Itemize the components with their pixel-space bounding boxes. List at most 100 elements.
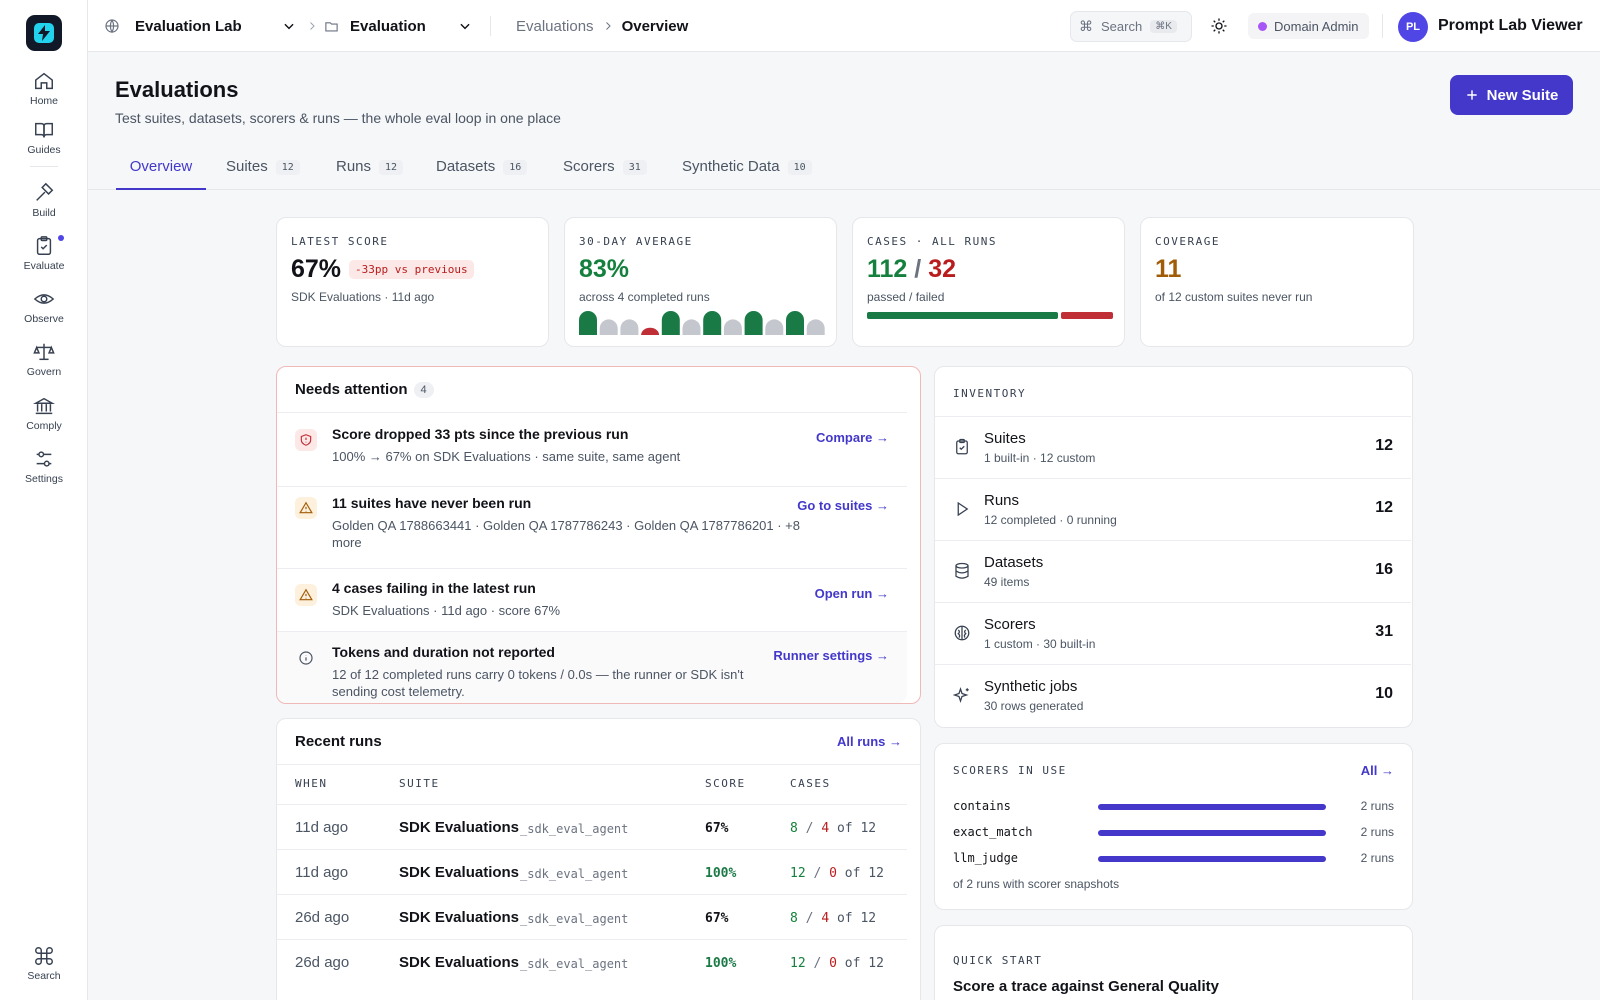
nav-govern[interactable]: Govern [0, 341, 88, 378]
tab-datasets[interactable]: Datasets 16 [436, 150, 528, 190]
project-switcher[interactable]: Evaluation [350, 0, 426, 52]
nav-divider [30, 166, 58, 167]
runner-settings-label: Runner settings [773, 648, 873, 663]
scorer-name: llm_judge [953, 851, 1019, 865]
nav-settings[interactable]: Settings [0, 448, 88, 485]
inventory-count: 31 [1375, 623, 1393, 640]
run-when: 26d ago [295, 909, 350, 926]
arrow-right-icon: → [876, 586, 889, 601]
runner-settings-link[interactable]: Runner settings → [773, 648, 889, 663]
inventory-count: 12 [1375, 437, 1393, 454]
nav-comply[interactable]: Comply [0, 395, 88, 432]
scorer-runs: 2 runs [1360, 799, 1394, 813]
kpi-avg-sub: across 4 completed runs [579, 290, 710, 304]
quick-start-label: QUICK START [953, 954, 1043, 967]
table-row[interactable]: 26d ago SDK Evaluations _sdk_eval_agent 67%… [277, 894, 907, 939]
compare-link[interactable]: Compare → [816, 430, 889, 445]
sparkline-bar [579, 311, 597, 335]
all-runs-link[interactable]: All runs → [837, 734, 902, 749]
workspace-dropdown[interactable] [282, 0, 296, 52]
sidebar: Home Guides Build Evaluate Observe Gover… [0, 0, 88, 1000]
workspace-switcher[interactable]: Evaluation Lab [135, 0, 242, 52]
scorer-usage-bar [1098, 804, 1326, 810]
run-cases: 8 / 4 of 12 [790, 821, 876, 836]
open-run-link[interactable]: Open run → [815, 586, 889, 601]
nav-observe[interactable]: Observe [0, 288, 88, 325]
nav-govern-label: Govern [26, 366, 62, 378]
run-when: 26d ago [295, 954, 350, 971]
nav-search-label: Search [27, 970, 61, 982]
table-row[interactable]: 11d ago SDK Evaluations _sdk_eval_agent 100… [277, 849, 907, 894]
avatar[interactable]: PL [1398, 12, 1428, 42]
nav-comply-label: Comply [26, 420, 62, 432]
attention-item-title: Tokens and duration not reported [332, 644, 555, 660]
nav-build-label: Build [32, 207, 56, 219]
evaluate-active-dot [58, 235, 64, 241]
inventory-row-datasets[interactable]: Datasets 49 items 16 [935, 540, 1411, 602]
project-folder [324, 0, 339, 52]
nav-evaluate[interactable]: Evaluate [0, 235, 88, 272]
role-dot [1258, 21, 1267, 31]
sun-icon [1211, 18, 1227, 34]
inventory-row-suites[interactable]: Suites 1 built-in · 12 custom 12 [935, 416, 1411, 478]
scorer-name: exact_match [953, 825, 1033, 839]
project-dropdown[interactable] [458, 0, 472, 52]
theme-toggle[interactable] [1210, 0, 1228, 52]
tab-overview[interactable]: Overview [116, 150, 206, 190]
run-agent: _sdk_eval_agent [520, 957, 629, 971]
top-bar: Evaluation Lab Evaluation Evaluations Ov… [88, 0, 1600, 52]
sparkline-bar [744, 311, 763, 335]
search-shortcut: ⌘K [1150, 20, 1177, 33]
inventory-row-synthetic-jobs[interactable]: Synthetic jobs 30 rows generated 10 [935, 664, 1411, 726]
app-logo[interactable] [26, 15, 62, 51]
quick-start-title[interactable]: Score a trace against General Quality [953, 978, 1219, 995]
scorer-usage-track [1098, 830, 1326, 836]
tab-scorers[interactable]: Scorers 31 [563, 150, 647, 190]
run-cases-failed: 0 [829, 866, 837, 881]
kpi-latest-score: LATEST SCORE 67% -33pp vs previous SDK Ev… [276, 217, 549, 347]
tab-synthetic-data[interactable]: Synthetic Data 10 [682, 150, 812, 190]
tab-suites[interactable]: Suites 12 [226, 150, 300, 190]
kpi-cases-value-row: 112 / 32 [867, 255, 956, 284]
inventory-row-runs[interactable]: Runs 12 completed · 0 running 12 [935, 478, 1411, 540]
table-row[interactable]: 11d ago SDK Evaluations _sdk_eval_agent 67%… [277, 804, 907, 849]
workspace-globe [104, 0, 120, 52]
sparkline-bar [806, 319, 825, 335]
inventory-sub: 30 rows generated [984, 699, 1084, 713]
scorer-runs: 2 runs [1360, 851, 1394, 865]
all-scorers-link[interactable]: All → [1361, 763, 1394, 778]
global-search[interactable]: ⌘ Search ⌘K [1070, 11, 1192, 42]
nav-build[interactable]: Build [0, 182, 88, 219]
run-cases: 8 / 4 of 12 [790, 911, 876, 926]
inventory-count: 10 [1375, 685, 1393, 702]
user-name[interactable]: Prompt Lab Viewer [1438, 17, 1583, 34]
nav-guides[interactable]: Guides [0, 119, 88, 156]
tab-overview-label: Overview [129, 158, 193, 175]
run-agent: _sdk_eval_agent [520, 822, 629, 836]
inventory-row-scorers[interactable]: Scorers 1 custom · 30 built-in 31 [935, 602, 1411, 664]
new-suite-button[interactable]: New Suite [1450, 75, 1573, 115]
warning-icon [295, 584, 317, 606]
sparkline-bar [661, 311, 680, 335]
run-suite: SDK Evaluations [399, 909, 520, 926]
breadcrumb: Evaluations Overview [516, 0, 688, 52]
recent-runs-card: Recent runs All runs → WHEN SUITE SCORE … [276, 718, 921, 1000]
kpi-cases-sep: / [914, 255, 922, 283]
header-divider [277, 764, 920, 765]
table-row[interactable]: 26d ago SDK Evaluations _sdk_eval_agent 100… [277, 939, 907, 984]
inventory-count: 16 [1375, 561, 1393, 578]
tab-runs[interactable]: Runs 12 [336, 150, 404, 190]
all-runs-label: All runs [836, 734, 886, 749]
attention-item-title: Score dropped 33 pts since the previous … [332, 426, 629, 442]
breadcrumb-evaluations[interactable]: Evaluations [516, 17, 594, 35]
col-score: SCORE [705, 777, 746, 790]
brain-icon [954, 625, 970, 641]
nav-search[interactable]: Search [0, 945, 88, 982]
run-cases-sep: / [813, 956, 822, 971]
compare-link-label: Compare [816, 430, 873, 445]
nav-home[interactable]: Home [0, 70, 88, 107]
role-badge[interactable]: Domain Admin [1248, 13, 1369, 39]
scorer-runs: 2 runs [1360, 825, 1394, 839]
go-to-suites-link[interactable]: Go to suites → [797, 498, 889, 513]
run-cases-total: of 12 [844, 866, 884, 881]
